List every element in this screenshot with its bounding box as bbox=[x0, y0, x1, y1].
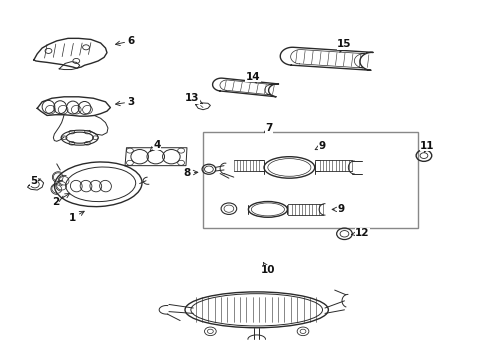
Text: 11: 11 bbox=[419, 141, 434, 152]
Text: 4: 4 bbox=[150, 140, 160, 151]
Text: 14: 14 bbox=[245, 72, 260, 83]
Text: 13: 13 bbox=[184, 93, 202, 104]
Text: 2: 2 bbox=[52, 193, 69, 207]
Text: 9: 9 bbox=[315, 141, 325, 151]
Text: 15: 15 bbox=[337, 40, 351, 53]
Bar bbox=[203, 132, 417, 228]
Text: 1: 1 bbox=[69, 211, 84, 222]
Text: 10: 10 bbox=[260, 262, 275, 275]
Text: 12: 12 bbox=[351, 228, 369, 238]
Text: 8: 8 bbox=[183, 168, 198, 178]
Text: 6: 6 bbox=[115, 36, 135, 46]
Text: 5: 5 bbox=[30, 176, 41, 186]
Text: 3: 3 bbox=[115, 97, 135, 107]
Text: 7: 7 bbox=[264, 123, 272, 133]
Text: 9: 9 bbox=[331, 204, 344, 215]
